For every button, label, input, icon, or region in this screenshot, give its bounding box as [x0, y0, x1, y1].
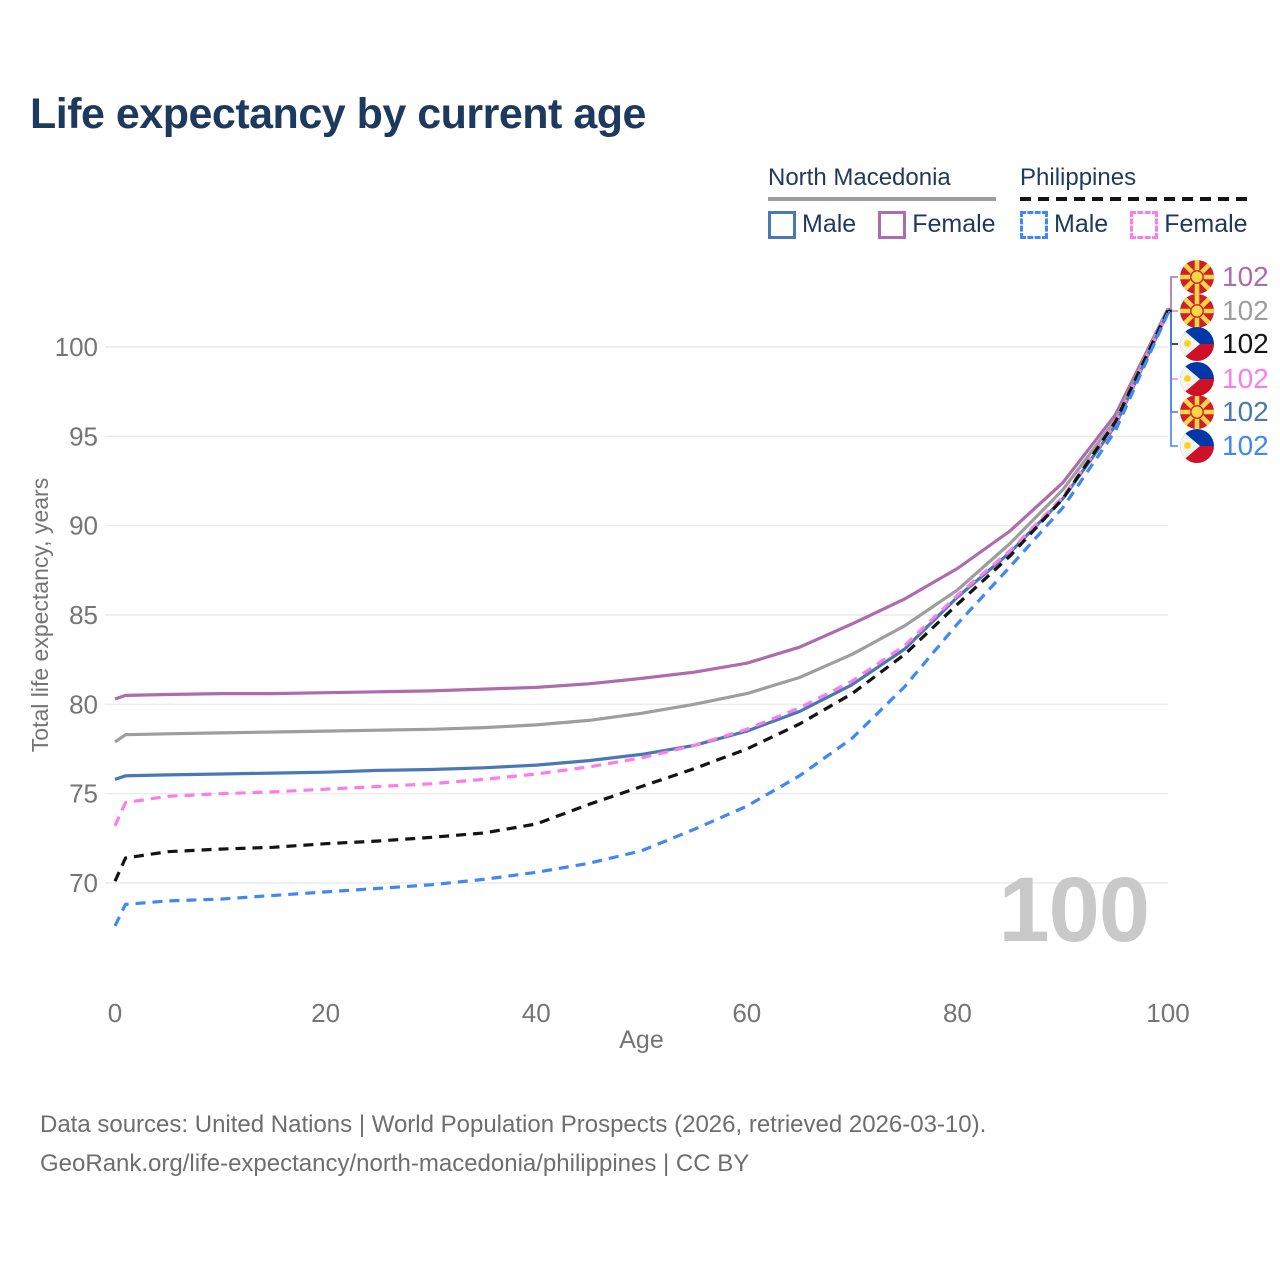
- end-label-row-ph_female[interactable]: 102: [1180, 362, 1269, 396]
- philippines-flag-icon: [1180, 362, 1214, 396]
- y-axis-tick-label: 80: [69, 689, 98, 719]
- end-value-label-ph_female: 102: [1222, 363, 1269, 394]
- end-label-connector-ph_total: [1168, 309, 1178, 345]
- end-value-label-nm_male: 102: [1222, 396, 1269, 427]
- north-macedonia-flag-icon: [1180, 294, 1214, 328]
- nm-male-swatch-icon: [768, 210, 796, 239]
- y-axis-tick-label: 100: [55, 332, 98, 362]
- end-value-label-nm_total: 102: [1222, 295, 1269, 326]
- x-axis-title: Age: [619, 1026, 663, 1054]
- attribution-line[interactable]: GeoRank.org/life-expectancy/north-macedo…: [40, 1149, 750, 1177]
- series-line-ph_male: [113, 312, 1170, 927]
- x-axis-tick-label: 0: [108, 998, 122, 1028]
- end-value-label-nm_female: 102: [1222, 261, 1269, 292]
- ph-male-swatch-icon: [1020, 210, 1048, 239]
- page-title: Life expectancy by current age: [30, 90, 646, 138]
- end-label-row-nm_total[interactable]: 102: [1180, 294, 1269, 328]
- data-sources-line: Data sources: United Nations | World Pop…: [40, 1111, 987, 1138]
- legend-label: Male: [1054, 210, 1109, 238]
- legend-label: Male: [802, 210, 857, 238]
- end-label-row-nm_female[interactable]: 102: [1180, 260, 1269, 294]
- legend-country-north-macedonia[interactable]: North Macedonia: [768, 164, 951, 191]
- y-axis-tick-label: 70: [69, 868, 98, 898]
- north-macedonia-flag-icon: [1180, 395, 1214, 429]
- north-macedonia-flag-icon: [1180, 260, 1214, 294]
- x-axis-tick-label: 60: [732, 998, 761, 1028]
- end-label-row-ph_total[interactable]: 102: [1180, 327, 1269, 361]
- legend-underline-dashed: [1020, 197, 1248, 201]
- legend-country-philippines[interactable]: Philippines: [1020, 164, 1137, 191]
- legend-item-ph-female[interactable]: Female: [1130, 210, 1248, 239]
- legend-label: Female: [1164, 210, 1248, 238]
- legend-item-ph-male[interactable]: Male: [1020, 210, 1108, 239]
- end-value-label-ph_total: 102: [1222, 328, 1269, 359]
- legend-item-nm-male[interactable]: Male: [768, 210, 856, 239]
- x-axis-tick-label: 20: [311, 998, 340, 1028]
- y-axis-title: Total life expectancy, years: [27, 478, 53, 752]
- x-axis-tick-label: 80: [943, 998, 972, 1028]
- philippines-flag-icon: [1180, 327, 1214, 361]
- legend-group-north-macedonia: North Macedonia Male Female: [768, 164, 996, 239]
- end-label-row-nm_male[interactable]: 102: [1180, 395, 1269, 429]
- legend-label: Female: [912, 210, 996, 238]
- y-axis-tick-label: 95: [69, 421, 98, 451]
- x-axis-tick-label: 40: [522, 998, 551, 1028]
- series-line-nm_male: [114, 311, 1170, 781]
- legend-item-nm-female[interactable]: Female: [878, 210, 996, 239]
- hover-age-watermark: 100: [998, 859, 1150, 961]
- x-axis-tick-label: 100: [1146, 998, 1189, 1028]
- legend-underline-solid: [768, 197, 996, 201]
- end-label-row-ph_male[interactable]: 102: [1180, 429, 1269, 463]
- nm-female-swatch-icon: [878, 210, 907, 239]
- legend-group-philippines: Philippines Male Female: [1020, 164, 1248, 239]
- series-line-nm_female: [114, 307, 1170, 701]
- end-label-connector-nm_female: [1168, 276, 1178, 310]
- y-axis-tick-label: 85: [69, 600, 98, 630]
- ph-female-swatch-icon: [1130, 210, 1159, 239]
- series-line-ph_total: [113, 309, 1170, 882]
- end-value-label-ph_male: 102: [1222, 430, 1269, 461]
- philippines-flag-icon: [1180, 429, 1214, 463]
- series-line-ph_female: [113, 310, 1170, 827]
- end-label-connector-ph_female: [1168, 310, 1178, 380]
- y-axis-tick-label: 75: [69, 779, 98, 809]
- footer: Data sources: United Nations | World Pop…: [40, 1106, 986, 1184]
- end-label-connector-nm_male: [1168, 311, 1178, 413]
- end-label-connector-ph_male: [1168, 312, 1178, 447]
- y-axis-tick-label: 90: [69, 511, 98, 541]
- series-line-nm_total: [114, 308, 1170, 744]
